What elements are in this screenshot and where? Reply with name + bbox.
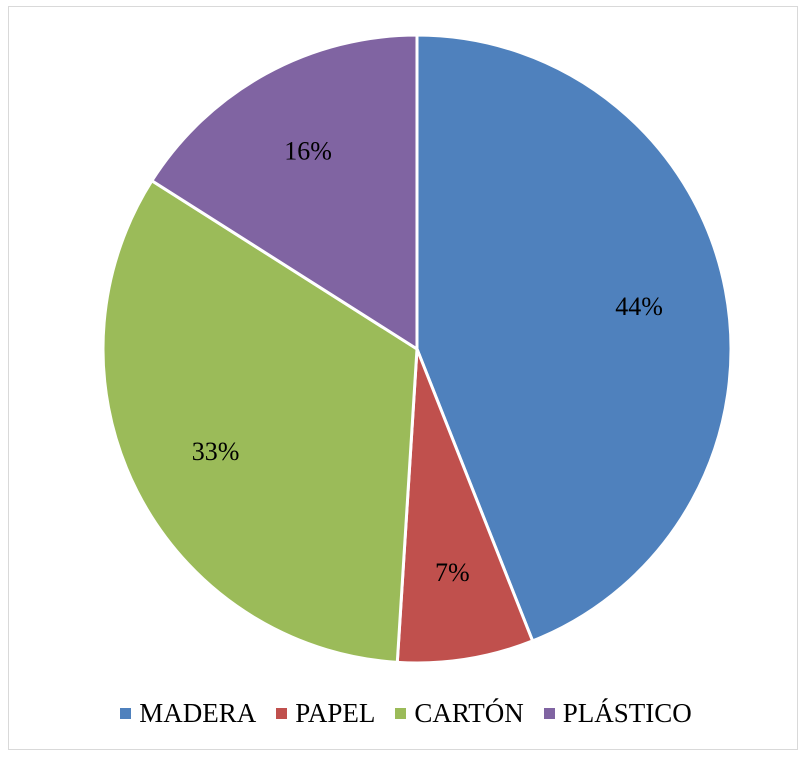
data-label-carton: 33% (192, 437, 240, 466)
legend-swatch-madera (120, 708, 132, 719)
chart-area: 44% 7% 33% 16% (8, 6, 798, 750)
legend-entry-carton: CARTÓN (395, 698, 524, 729)
pie-slice-carton (101, 178, 419, 664)
legend-swatch-carton (395, 708, 407, 719)
legend-swatch-papel (276, 708, 288, 719)
legend-entry-madera: MADERA (120, 698, 256, 729)
legend-label-carton: CARTÓN (414, 698, 524, 728)
legend-label-plastico: PLÁSTICO (562, 698, 692, 728)
legend-entry-plastico: PLÁSTICO (543, 698, 692, 729)
legend-label-madera: MADERA (139, 698, 257, 728)
legend-entry-papel: PAPEL (276, 698, 375, 729)
legend-label-papel: PAPEL (295, 698, 376, 728)
legend-swatch-plastico (543, 708, 555, 719)
pie-slice-madera (415, 33, 733, 643)
pie-slice-plastico (149, 33, 419, 352)
legend: MADERA PAPEL CARTÓN PLÁSTICO (0, 698, 812, 729)
pie-chart: 44% 7% 33% 16% (101, 33, 733, 665)
data-label-plastico: 16% (284, 136, 332, 165)
pie-slice-papel (395, 348, 535, 665)
data-label-papel: 7% (435, 558, 470, 587)
data-label-madera: 44% (615, 292, 663, 321)
